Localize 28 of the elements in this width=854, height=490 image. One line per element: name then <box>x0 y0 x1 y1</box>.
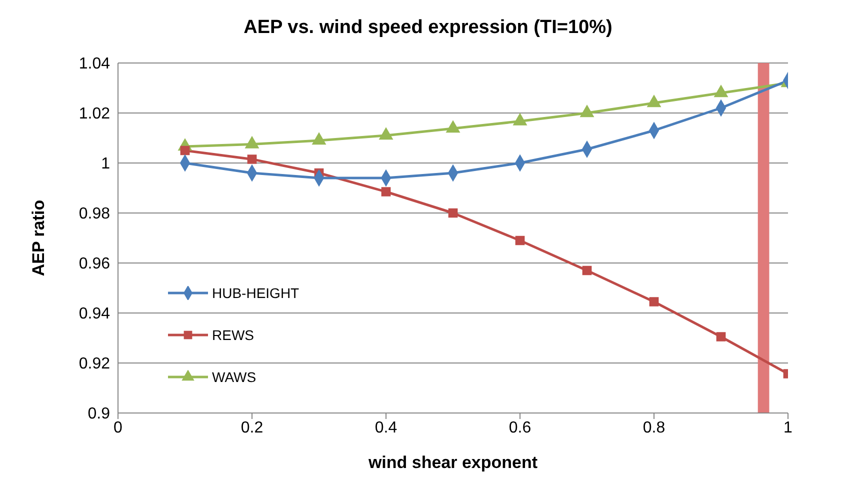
x-tick-label: 0.8 <box>642 419 666 436</box>
x-tick-label: 0.4 <box>374 419 398 436</box>
point <box>448 208 458 218</box>
y-axis-title: AEP ratio <box>29 200 48 276</box>
point <box>582 266 592 276</box>
y-tick-label: 0.96 <box>78 256 110 273</box>
y-tick-label: 0.9 <box>88 406 110 423</box>
legend-label: REWS <box>212 327 254 343</box>
y-tick-label: 1.04 <box>78 56 110 73</box>
y-tick-label: 1 <box>101 156 110 173</box>
y-tick-label: 0.98 <box>78 206 110 223</box>
point <box>381 187 391 196</box>
point <box>247 154 257 164</box>
x-tick-label: 0.6 <box>508 419 532 436</box>
x-tick-label: 0.2 <box>240 419 264 436</box>
point <box>180 146 190 156</box>
point <box>649 297 659 306</box>
y-tick-label: 0.92 <box>78 356 110 373</box>
point <box>716 332 726 342</box>
legend-label: WAWS <box>212 369 256 385</box>
x-tick-label: 1 <box>784 419 793 436</box>
legend-label: HUB-HEIGHT <box>212 285 300 301</box>
x-tick-label: 0 <box>114 419 123 436</box>
point <box>515 236 525 246</box>
chart-title: AEP vs. wind speed expression (TI=10%) <box>242 16 614 40</box>
y-tick-label: 0.94 <box>78 306 110 323</box>
y-tick-label: 1.02 <box>78 106 110 123</box>
x-axis-title: wind shear exponent <box>367 453 538 472</box>
